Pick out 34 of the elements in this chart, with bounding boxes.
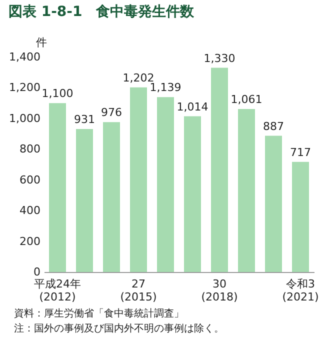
y-tick-label: 800 <box>20 142 40 156</box>
y-tick-label: 1,400 <box>9 50 40 64</box>
text: 資料：厚生労働省「食中毒統計調査」 <box>14 308 184 320</box>
x-tick-label: 令和3 (2021) <box>282 278 319 304</box>
data-label: 976 <box>101 106 122 120</box>
bar <box>265 136 282 272</box>
bar <box>103 122 120 272</box>
bar <box>292 162 309 272</box>
bar <box>157 97 174 272</box>
text: 注：国外の事例及び国内外不明の事例は除く。 <box>14 322 224 334</box>
data-label: 887 <box>263 120 284 133</box>
y-tick-label: 600 <box>20 173 40 186</box>
bar <box>211 68 228 272</box>
bar <box>184 116 201 272</box>
data-label: 1,014 <box>176 100 208 114</box>
data-label: 717 <box>290 146 311 159</box>
y-tick-label: 200 <box>20 234 40 248</box>
y-tick-label: 0 <box>34 266 40 278</box>
y-tick-label: 1,000 <box>9 112 40 125</box>
data-label: 1,100 <box>42 87 74 100</box>
y-tick-label: 400 <box>20 204 40 218</box>
data-label: 1,330 <box>204 52 236 65</box>
y-tick-label: 1,200 <box>9 81 40 94</box>
x-tick-label: 30 (2018) <box>201 278 238 304</box>
x-tick-label: 27 (2015) <box>120 278 157 304</box>
bar <box>238 109 255 272</box>
bar <box>76 129 93 272</box>
bar <box>130 87 147 272</box>
data-label: 1,061 <box>230 93 262 106</box>
y-axis-title: 件 <box>36 36 47 49</box>
x-tick-label: 平成24年 (2012) <box>34 278 81 304</box>
chart-title: 図表 1-8-1 食中毒発生件数 <box>8 4 196 20</box>
data-label: 931 <box>74 113 95 126</box>
bar <box>49 103 66 272</box>
